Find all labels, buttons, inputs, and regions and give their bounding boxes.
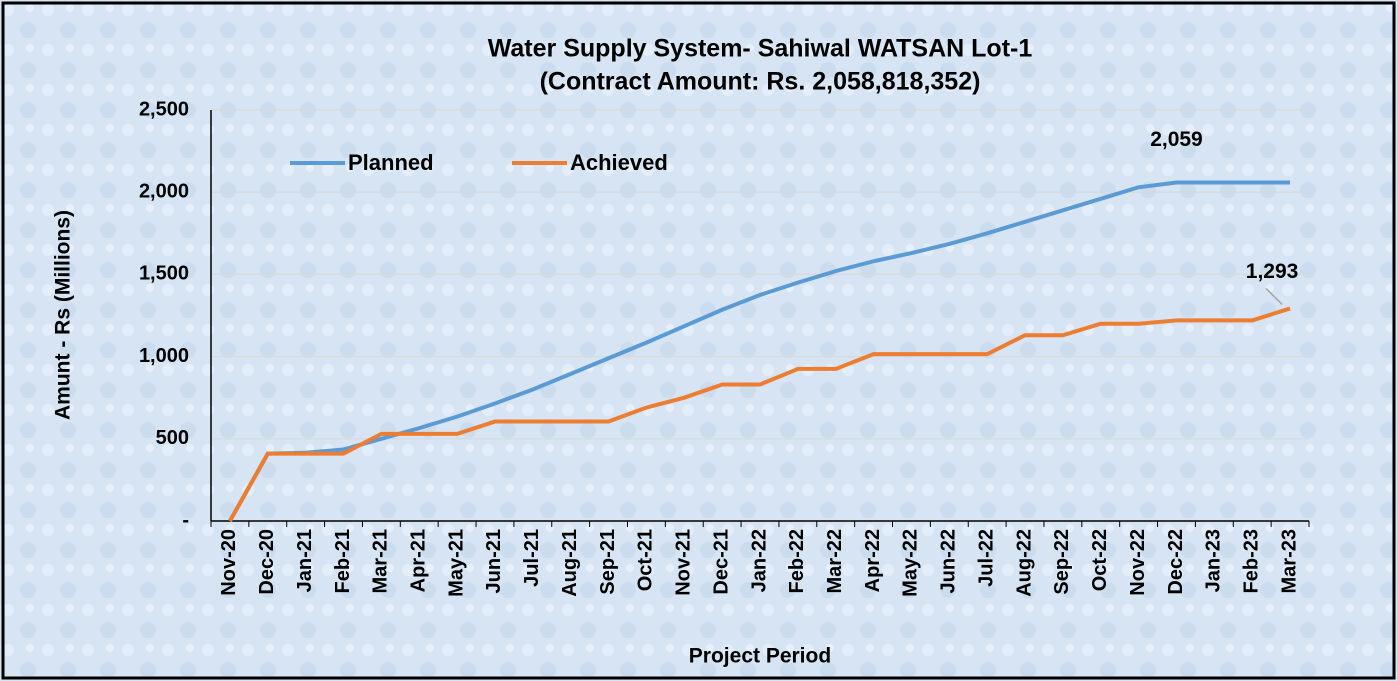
x-tick-label: Feb-22 [786, 529, 808, 593]
x-tick-label: Jan-23 [1203, 529, 1225, 592]
x-tick-label: Feb-23 [1240, 529, 1262, 593]
data-label: 1,293 [1246, 260, 1299, 283]
x-tick-label: Jun-22 [938, 529, 960, 593]
y-axis-title: Amunt - Rs (Millions) [52, 210, 75, 420]
x-tick-label: Sep-22 [1051, 529, 1073, 595]
x-tick-label: Mar-23 [1278, 529, 1300, 593]
leader-line [1265, 287, 1283, 305]
x-tick-label: Aug-21 [559, 529, 581, 597]
y-tick-label: - [182, 509, 189, 531]
series-line [228, 180, 1291, 522]
y-tick-label: 1,500 [139, 263, 189, 285]
x-tick-label: Jan-21 [294, 529, 316, 592]
series-line [228, 306, 1291, 522]
x-tick-label: Apr-21 [408, 529, 430, 592]
x-tick-label: Mar-22 [824, 529, 846, 593]
y-tick-label: 500 [156, 427, 189, 449]
x-tick-label: Jan-22 [748, 529, 770, 592]
x-tick-label: Apr-22 [862, 529, 884, 592]
x-tick-label: Aug-22 [1013, 529, 1035, 597]
x-tick-label: Oct-22 [1089, 529, 1111, 591]
x-tick-label: May-21 [445, 529, 467, 597]
y-tick-label: 2,500 [139, 98, 189, 120]
y-tick-label: 1,000 [139, 345, 189, 367]
x-tick-label: Dec-21 [710, 529, 732, 595]
legend-label: Planned [348, 150, 434, 175]
x-tick-label: Feb-21 [332, 529, 354, 593]
x-tick-label: Jul-21 [521, 529, 543, 587]
x-axis-title: Project Period [689, 645, 831, 668]
x-tick-label: Nov-20 [218, 529, 240, 596]
x-tick-label: Oct-21 [635, 529, 657, 591]
chart-subtitle: (Contract Amount: Rs. 2,058,818,352) [540, 68, 981, 96]
x-tick-label: Mar-21 [370, 529, 392, 593]
x-tick-label: May-22 [900, 529, 922, 597]
data-label: 2,059 [1150, 128, 1203, 151]
x-tick-label: Sep-21 [597, 529, 619, 595]
x-tick-label: Nov-22 [1127, 529, 1149, 596]
x-tick-label: Dec-20 [256, 529, 278, 595]
chart-title: Water Supply System- Sahiwal WATSAN Lot-… [488, 35, 1033, 63]
legend-label: Achieved [570, 150, 668, 175]
y-tick-label: 2,000 [139, 180, 189, 202]
x-tick-label: Jun-21 [483, 529, 505, 593]
x-tick-label: Dec-22 [1165, 529, 1187, 595]
x-tick-label: Nov-21 [673, 529, 695, 596]
x-tick-label: Jul-22 [975, 529, 997, 587]
